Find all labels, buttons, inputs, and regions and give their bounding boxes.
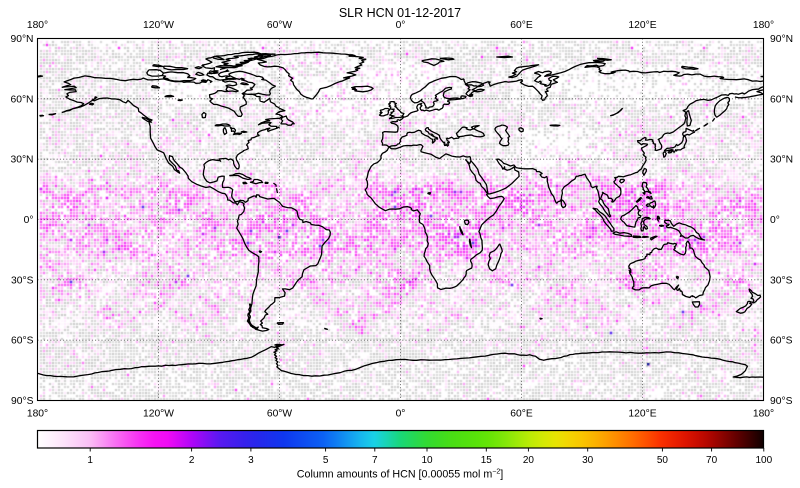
svg-text:2: 2 xyxy=(189,455,195,466)
svg-text:50: 50 xyxy=(657,455,669,466)
svg-text:15: 15 xyxy=(481,455,493,466)
svg-text:Column amounts of HCN [0.00055: Column amounts of HCN [0.00055 mol m−2] xyxy=(297,469,503,481)
svg-text:SLR HCN 01-12-2017: SLR HCN 01-12-2017 xyxy=(339,6,461,20)
svg-text:120°W: 120°W xyxy=(143,20,174,31)
svg-text:60°E: 60°E xyxy=(510,409,533,420)
svg-text:60°N: 60°N xyxy=(10,94,33,105)
svg-text:120°E: 120°E xyxy=(628,20,656,31)
svg-text:0°: 0° xyxy=(24,215,34,226)
svg-text:0°: 0° xyxy=(770,215,780,226)
svg-text:10: 10 xyxy=(421,455,433,466)
svg-text:120°E: 120°E xyxy=(628,409,656,420)
svg-text:120°W: 120°W xyxy=(143,409,174,420)
svg-text:30°S: 30°S xyxy=(11,275,34,286)
svg-text:60°W: 60°W xyxy=(267,409,293,420)
svg-text:90°S: 90°S xyxy=(770,396,793,407)
svg-text:180°: 180° xyxy=(27,409,48,420)
svg-text:60°W: 60°W xyxy=(267,20,293,31)
svg-text:180°: 180° xyxy=(27,20,48,31)
svg-text:70: 70 xyxy=(706,455,718,466)
svg-text:60°N: 60°N xyxy=(770,94,793,105)
svg-text:20: 20 xyxy=(523,455,535,466)
svg-text:100: 100 xyxy=(755,455,772,466)
svg-text:60°E: 60°E xyxy=(510,20,533,31)
svg-text:0°: 0° xyxy=(396,409,406,420)
svg-text:7: 7 xyxy=(372,455,378,466)
svg-text:60°S: 60°S xyxy=(11,336,34,347)
svg-text:30°S: 30°S xyxy=(770,275,793,286)
svg-text:0°: 0° xyxy=(396,20,406,31)
svg-text:3: 3 xyxy=(248,455,254,466)
svg-text:30°N: 30°N xyxy=(770,155,793,166)
svg-text:1: 1 xyxy=(87,455,93,466)
svg-text:180°: 180° xyxy=(753,20,774,31)
svg-text:60°S: 60°S xyxy=(770,336,793,347)
svg-text:90°N: 90°N xyxy=(770,34,793,45)
svg-text:30°N: 30°N xyxy=(10,155,33,166)
svg-text:90°N: 90°N xyxy=(10,34,33,45)
svg-text:180°: 180° xyxy=(753,409,774,420)
svg-text:30: 30 xyxy=(582,455,594,466)
svg-text:90°S: 90°S xyxy=(11,396,34,407)
svg-text:5: 5 xyxy=(323,455,329,466)
